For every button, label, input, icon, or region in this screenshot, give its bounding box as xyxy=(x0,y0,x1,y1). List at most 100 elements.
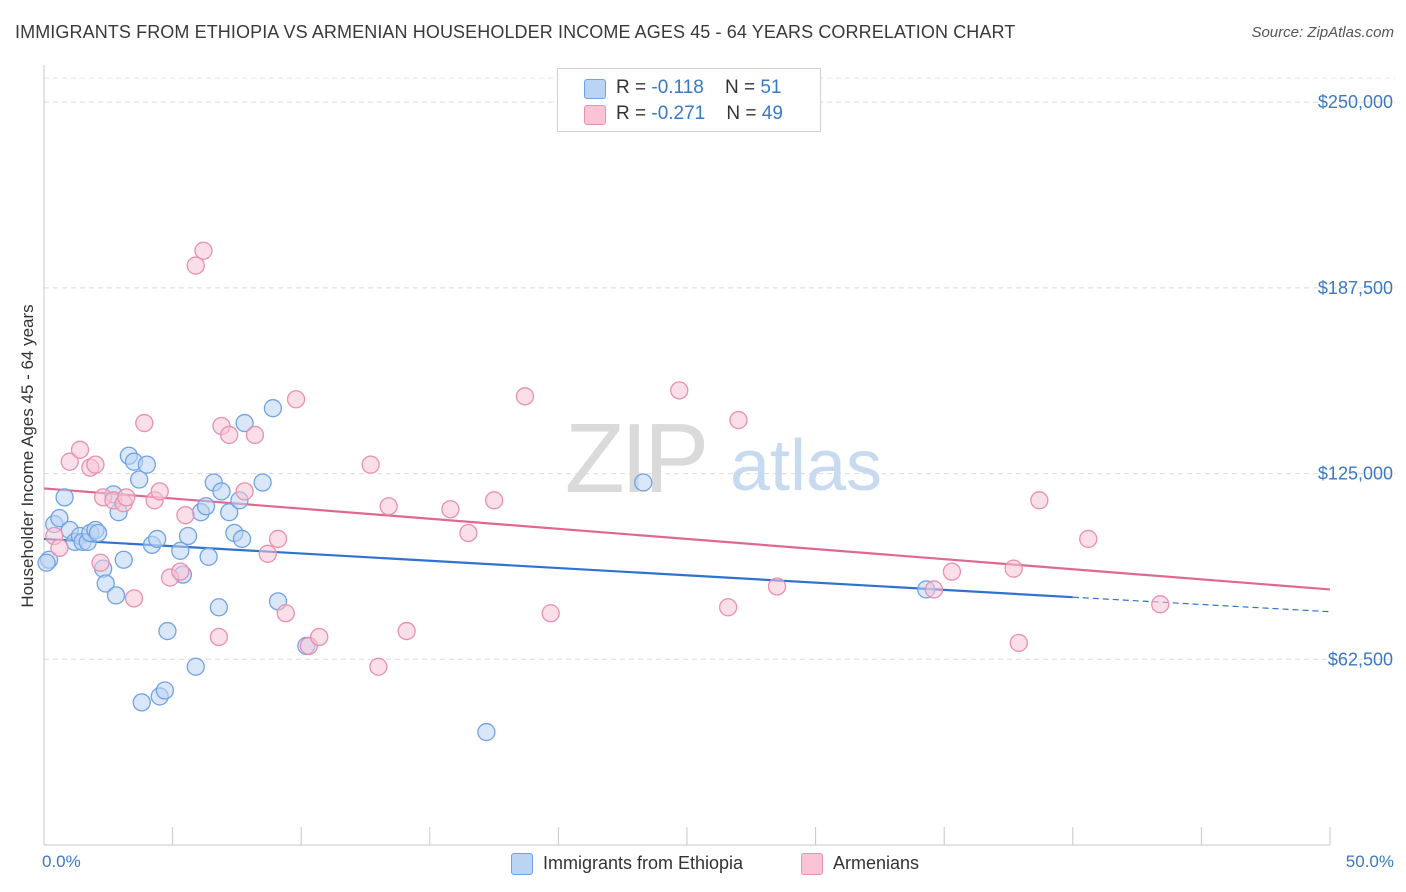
trend-line-0 xyxy=(43,537,1073,599)
point-ethiopia xyxy=(196,497,216,516)
point-ethiopia xyxy=(55,488,74,507)
point-ethiopia xyxy=(232,529,252,549)
chart-title: IMMIGRANTS FROM ETHIOPIA VS ARMENIAN HOU… xyxy=(15,22,1016,42)
point-armenians xyxy=(441,500,460,519)
point-armenians xyxy=(379,497,398,516)
series-label-ethiopia: Immigrants from Ethiopia xyxy=(543,853,744,873)
point-ethiopia xyxy=(634,473,653,492)
point-armenians xyxy=(286,390,306,409)
point-ethiopia xyxy=(263,399,283,418)
point-armenians xyxy=(235,482,254,501)
point-armenians xyxy=(209,627,229,647)
point-armenians xyxy=(310,627,329,647)
point-armenians xyxy=(171,562,190,581)
legend-r-value-ethiopia: -0.118 xyxy=(651,77,704,98)
point-ethiopia xyxy=(158,621,177,641)
point-armenians xyxy=(91,553,110,572)
x-tick-label-max: 50.0% xyxy=(1345,852,1394,871)
point-armenians xyxy=(124,589,144,608)
point-armenians xyxy=(361,455,380,474)
legend-n-value-armenians: 49 xyxy=(761,103,783,124)
trend-line-extension-0 xyxy=(1072,596,1331,613)
point-armenians xyxy=(1151,595,1170,614)
point-armenians xyxy=(515,387,535,406)
point-armenians xyxy=(50,538,69,558)
point-armenians xyxy=(276,604,295,623)
point-ethiopia xyxy=(148,529,167,549)
point-armenians xyxy=(670,381,689,400)
series-swatch-ethiopia xyxy=(511,853,533,875)
point-armenians xyxy=(541,604,560,623)
point-ethiopia xyxy=(88,523,108,543)
watermark-zip: ZIP xyxy=(565,403,705,513)
y-tick-labels: $62,500 $125,000 $187,500 $250,000 xyxy=(1318,92,1393,669)
point-armenians xyxy=(729,410,748,430)
legend-n-label: N = xyxy=(724,77,761,98)
y-tick-label: $250,000 xyxy=(1318,92,1393,112)
point-armenians xyxy=(258,544,277,563)
y-tick-label: $125,000 xyxy=(1318,464,1393,484)
legend-n-value-ethiopia: 51 xyxy=(760,77,782,98)
point-armenians xyxy=(719,598,738,617)
stats-legend: R = -0.118 N = 51 R = -0.271 N = 49 xyxy=(557,68,821,132)
legend-r-label: R = xyxy=(616,77,652,98)
x-tick-label-min: 0.0% xyxy=(42,852,81,871)
point-ethiopia xyxy=(132,693,151,712)
point-ethiopia xyxy=(106,586,126,605)
point-armenians xyxy=(70,440,90,459)
point-ethiopia xyxy=(171,541,190,560)
point-armenians xyxy=(268,529,288,549)
point-armenians xyxy=(1004,559,1023,578)
point-ethiopia xyxy=(186,657,205,676)
point-armenians xyxy=(135,413,154,433)
point-ethiopia xyxy=(477,722,496,742)
point-ethiopia xyxy=(37,553,56,572)
trend-line-1 xyxy=(43,487,1331,591)
y-tick-label: $187,500 xyxy=(1318,278,1393,298)
point-armenians xyxy=(942,562,962,581)
point-armenians xyxy=(220,425,239,445)
point-armenians xyxy=(397,621,416,641)
point-ethiopia xyxy=(50,508,69,528)
point-armenians xyxy=(459,523,478,543)
series-swatch-armenians xyxy=(801,853,823,875)
point-armenians xyxy=(484,491,504,510)
point-ethiopia xyxy=(155,681,175,700)
point-armenians xyxy=(117,488,136,507)
point-ethiopia xyxy=(220,503,239,522)
point-armenians xyxy=(86,455,105,474)
point-armenians xyxy=(767,577,787,596)
data-points xyxy=(37,241,1170,742)
point-ethiopia xyxy=(235,413,254,433)
point-armenians xyxy=(369,657,388,676)
axes xyxy=(43,65,1331,846)
legend-swatch-armenians xyxy=(584,105,606,125)
point-armenians xyxy=(924,580,944,599)
point-ethiopia xyxy=(178,526,198,546)
watermark-atlas: atlas xyxy=(730,426,882,506)
series-label-armenians: Armenians xyxy=(833,853,920,873)
point-armenians xyxy=(245,425,265,445)
point-ethiopia xyxy=(253,473,272,492)
point-armenians xyxy=(186,256,205,275)
point-armenians xyxy=(1009,633,1028,653)
point-ethiopia xyxy=(209,598,229,617)
point-armenians xyxy=(1030,491,1049,510)
watermark: ZIP atlas xyxy=(565,403,882,513)
point-armenians xyxy=(150,482,169,501)
point-armenians xyxy=(194,241,213,260)
point-armenians xyxy=(1079,529,1098,549)
legend-r-label: R = xyxy=(616,103,652,124)
point-ethiopia xyxy=(137,455,157,474)
point-ethiopia xyxy=(114,550,133,569)
gridlines xyxy=(44,77,1395,660)
point-ethiopia xyxy=(96,574,115,593)
legend-n-label: N = xyxy=(726,103,762,124)
point-ethiopia xyxy=(199,547,218,566)
point-ethiopia xyxy=(130,470,149,489)
chart-source: Source: ZipAtlas.com xyxy=(1251,24,1394,41)
legend-swatch-ethiopia xyxy=(584,79,606,99)
y-tick-label: $62,500 xyxy=(1328,649,1393,669)
point-armenians xyxy=(176,506,195,525)
